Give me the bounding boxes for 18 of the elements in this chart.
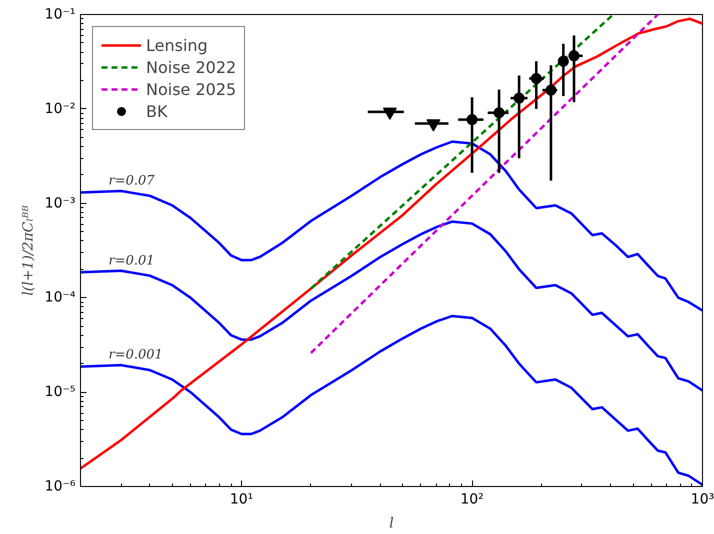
x-tick-label: 10³ — [690, 492, 714, 508]
y-tick-label: 10⁻³ — [44, 195, 76, 212]
y-tick-label: 10⁻² — [44, 100, 76, 117]
x-tick-label: 10² — [460, 492, 484, 508]
legend-label: Noise 2025 — [146, 80, 236, 98]
annotation: r=0.001 — [108, 348, 163, 363]
y-axis-title: l(l+1)/2πCₗᴮᴮ — [20, 204, 37, 296]
legend-label: BK — [146, 102, 168, 120]
y-tick-label: 10⁻⁴ — [44, 290, 76, 306]
y-tick-label: 10⁻¹ — [44, 6, 76, 22]
legend-label: Noise 2022 — [146, 58, 236, 76]
y-tick-label: 10⁻⁶ — [44, 478, 76, 494]
y-tick-label: 10⁻⁵ — [44, 384, 76, 400]
annotation: r=0.07 — [108, 174, 156, 189]
x-tick-label: 10¹ — [230, 492, 254, 508]
annotation: r=0.01 — [108, 253, 155, 268]
x-axis-title: l — [389, 516, 394, 532]
legend-label: Lensing — [146, 36, 208, 54]
